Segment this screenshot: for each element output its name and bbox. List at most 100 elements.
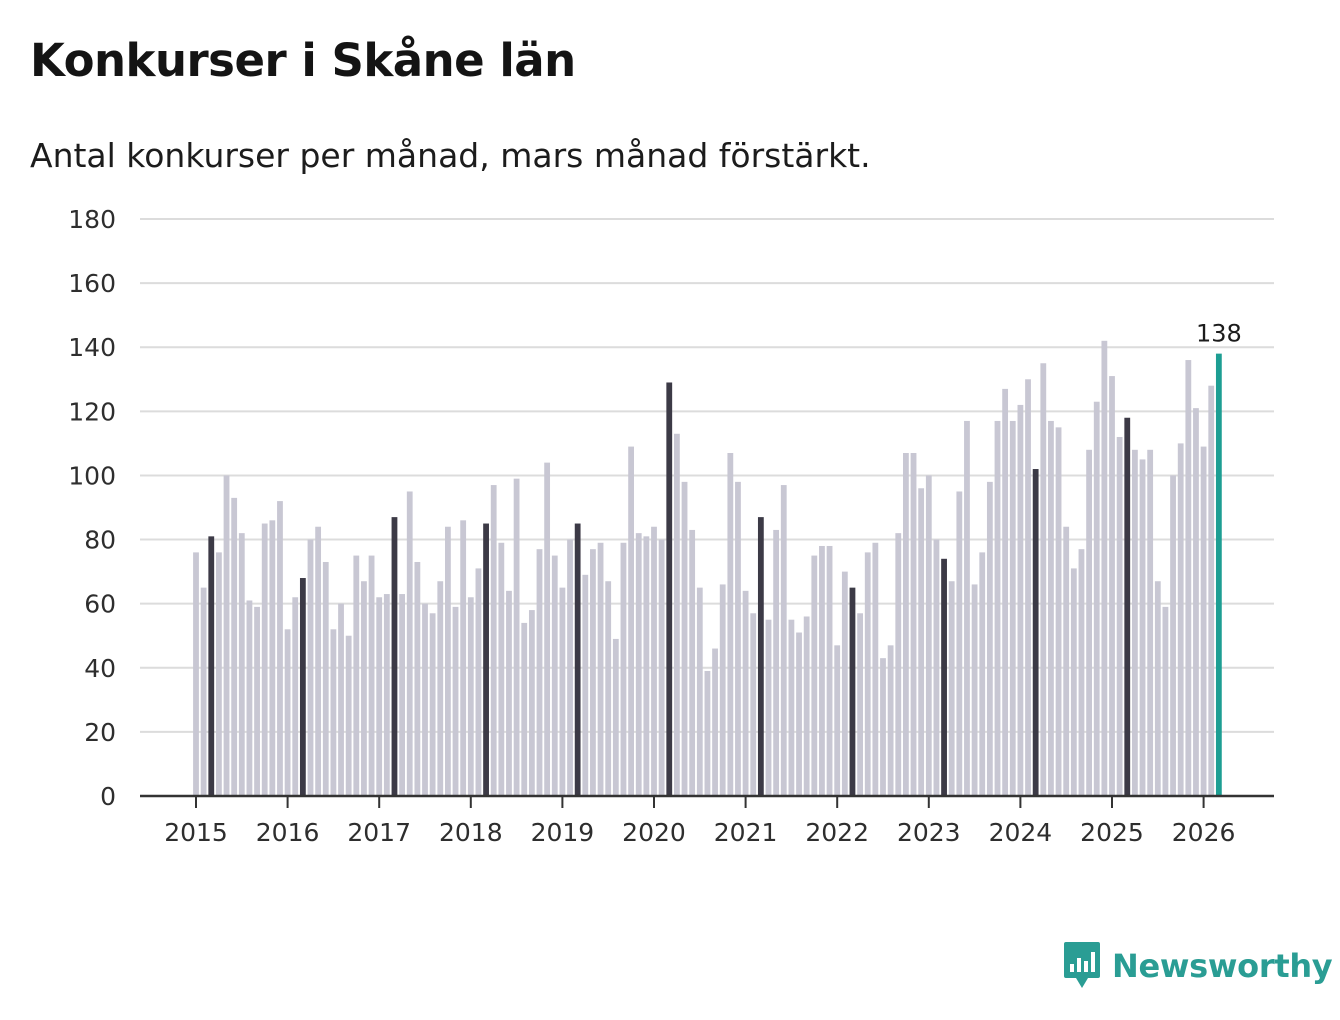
bar xyxy=(704,670,711,796)
bar xyxy=(719,584,726,796)
bar xyxy=(1002,388,1009,796)
bar xyxy=(757,517,764,796)
bar xyxy=(1162,606,1169,796)
bar xyxy=(811,555,818,796)
x-tick-label: 2015 xyxy=(164,818,228,847)
bar xyxy=(612,638,619,796)
bar xyxy=(254,606,260,796)
bar xyxy=(666,382,673,796)
bar xyxy=(819,545,825,796)
bar xyxy=(635,533,642,796)
bar xyxy=(315,526,322,796)
bar xyxy=(376,597,383,796)
bar xyxy=(445,526,451,796)
bar xyxy=(299,578,306,796)
bar xyxy=(803,616,810,796)
bar xyxy=(1177,443,1184,796)
bar xyxy=(475,568,482,796)
y-tick-label: 60 xyxy=(84,590,116,619)
bar xyxy=(452,606,459,796)
bar xyxy=(1078,549,1085,796)
bar xyxy=(567,539,573,796)
bar xyxy=(1093,401,1100,796)
bar xyxy=(582,574,589,796)
bar xyxy=(536,549,543,796)
bar xyxy=(971,584,978,796)
bar xyxy=(1124,417,1131,796)
bar xyxy=(383,594,390,796)
bar xyxy=(460,520,467,796)
x-tick-label: 2026 xyxy=(1172,818,1236,847)
x-tick-label: 2022 xyxy=(805,818,869,847)
bar xyxy=(796,632,802,796)
grid-lines xyxy=(140,218,1274,733)
bar xyxy=(559,587,566,796)
annotations: 138 xyxy=(1196,320,1242,348)
bar xyxy=(437,581,444,796)
bar xyxy=(750,613,757,796)
x-tick-label: 2023 xyxy=(897,818,961,847)
bar xyxy=(895,533,902,796)
x-tick-label: 2016 xyxy=(256,818,320,847)
bar xyxy=(849,587,856,796)
bar xyxy=(1009,420,1016,796)
bar xyxy=(422,603,428,796)
bar xyxy=(788,619,795,796)
bar xyxy=(651,526,657,796)
chart-title: Konkurser i Skåne län xyxy=(30,34,576,87)
x-tick-label: 2021 xyxy=(714,818,778,847)
bar xyxy=(208,536,215,796)
bar xyxy=(918,488,925,796)
bar xyxy=(941,558,947,796)
bar xyxy=(1147,449,1154,796)
bar xyxy=(696,587,703,796)
bar xyxy=(391,517,398,796)
bar xyxy=(1154,581,1161,796)
bar xyxy=(353,555,360,796)
y-tick-label: 140 xyxy=(68,333,116,362)
bar xyxy=(429,613,436,796)
chart-subtitle: Antal konkurser per månad, mars månad fö… xyxy=(30,136,871,175)
bar xyxy=(773,529,780,796)
bar xyxy=(1215,353,1222,796)
bar xyxy=(841,571,848,796)
bars xyxy=(193,340,1222,796)
x-tick-label: 2025 xyxy=(1080,818,1144,847)
bar xyxy=(1040,363,1047,796)
bar xyxy=(1055,427,1062,796)
bar xyxy=(864,552,871,796)
bar xyxy=(269,520,276,796)
bar xyxy=(406,491,413,796)
bar xyxy=(551,555,558,796)
bar xyxy=(238,533,245,796)
bar xyxy=(826,545,833,796)
bar xyxy=(925,475,932,796)
bar xyxy=(689,529,696,796)
bar xyxy=(1193,408,1199,796)
bar xyxy=(246,600,253,796)
bar xyxy=(1017,404,1024,796)
bar xyxy=(277,501,283,796)
bar xyxy=(345,635,352,796)
bar xyxy=(1208,385,1215,796)
bar xyxy=(361,581,367,796)
bar xyxy=(1063,526,1070,796)
bar xyxy=(1116,436,1123,796)
bar xyxy=(483,523,489,796)
y-tick-label: 120 xyxy=(68,397,116,426)
brand-name: Newsworthy xyxy=(1112,947,1333,985)
bar xyxy=(414,561,421,796)
y-tick-label: 160 xyxy=(68,269,116,298)
bar xyxy=(284,629,291,796)
bar xyxy=(322,561,329,796)
bar xyxy=(528,610,535,796)
x-tick-label: 2017 xyxy=(347,818,411,847)
bar xyxy=(490,485,497,796)
bar xyxy=(399,594,405,796)
bar xyxy=(780,485,787,796)
y-axis-tick-labels: 0 20 40 60 80 100 120 140 160 180 xyxy=(68,205,116,811)
bar xyxy=(735,481,741,796)
bar xyxy=(857,613,863,796)
bar xyxy=(231,497,238,796)
